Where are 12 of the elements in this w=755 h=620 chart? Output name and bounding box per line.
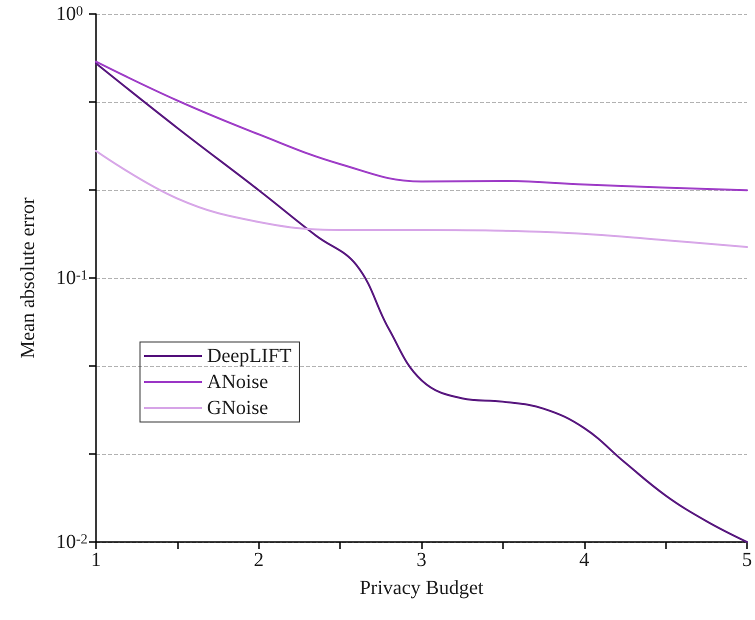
line-series	[95, 60, 748, 192]
legend-label: ANoise	[207, 371, 268, 393]
x-tick-label: 4	[579, 549, 590, 571]
x-tick-label: 2	[254, 549, 264, 571]
legend-label: DeepLIFT	[207, 345, 292, 367]
y-axis-title: Mean absolute error	[17, 197, 39, 359]
x-tick-label: 3	[416, 549, 426, 571]
line-series	[95, 150, 748, 248]
legend-label: GNoise	[207, 397, 268, 419]
x-tick-label: 5	[742, 549, 752, 571]
x-tick-label: 1	[91, 549, 101, 571]
x-axis-title: Privacy Budget	[360, 577, 484, 599]
